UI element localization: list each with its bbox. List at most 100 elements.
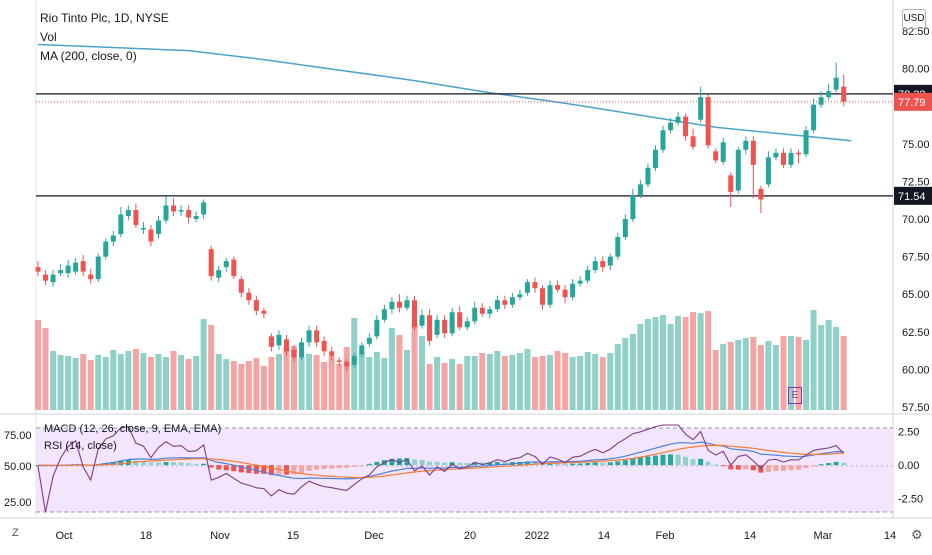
volume-bar	[554, 351, 561, 410]
candle-body	[261, 310, 267, 314]
candle-body	[321, 340, 327, 352]
volume-bar	[268, 357, 275, 410]
volume-bar	[531, 357, 538, 410]
rsi-tick-label: 75.00	[4, 430, 32, 442]
rsi-tick-label: 50.00	[4, 461, 32, 473]
macd-histogram-bar	[306, 465, 312, 471]
time-tick-label: 20	[464, 530, 476, 542]
candle-body	[412, 300, 417, 328]
macd-histogram-bar	[720, 465, 726, 467]
volume-bar	[65, 356, 72, 410]
macd-histogram-bar	[155, 462, 161, 466]
volume-bar	[622, 338, 629, 410]
price-tick-label: 80.00	[902, 64, 930, 76]
currency-badge[interactable]: USD	[902, 9, 926, 29]
macd-histogram-bar	[329, 465, 335, 469]
volume-bar	[652, 317, 659, 410]
volume-bar	[178, 355, 185, 410]
candle-body	[630, 194, 636, 219]
macd-histogram-bar	[299, 465, 305, 473]
macd-histogram-bar	[826, 463, 832, 466]
macd-histogram-bar	[133, 460, 139, 466]
candle-body	[299, 342, 305, 358]
candle-body	[442, 319, 448, 334]
time-tick-label: Feb	[656, 530, 675, 542]
volume-bar	[298, 357, 305, 410]
candle-body	[592, 261, 598, 271]
candle-body	[705, 97, 711, 146]
macd-histogram-bar	[683, 456, 689, 466]
macd-histogram-bar	[193, 463, 199, 466]
volume-bar	[675, 316, 682, 410]
macd-histogram-bar	[494, 462, 500, 466]
candle-body	[509, 297, 515, 305]
candle-body	[148, 229, 154, 242]
candle-body	[246, 292, 252, 301]
macd-histogram-bar	[178, 462, 184, 466]
volume-bar	[682, 317, 689, 410]
volume-bar	[434, 357, 441, 410]
candle-body	[585, 270, 591, 281]
volume-bar	[712, 350, 719, 410]
time-tick-label: 14	[598, 530, 610, 542]
settings-gear-icon[interactable]: ⚙	[911, 527, 923, 542]
candle-body	[223, 261, 229, 268]
volume-bar	[614, 344, 621, 410]
candle-body	[396, 301, 402, 308]
macd-histogram-bar	[268, 465, 274, 476]
macd-histogram-bar	[577, 463, 583, 466]
volume-bar	[275, 354, 282, 410]
candle-body	[494, 300, 500, 310]
candle-body	[404, 300, 410, 308]
candle-body	[238, 279, 244, 293]
volume-bar	[607, 353, 614, 410]
candle-body	[668, 122, 674, 131]
candle-body	[743, 140, 749, 150]
volume-bar	[471, 356, 478, 410]
candle-body	[434, 319, 440, 335]
macd-histogram-bar	[140, 461, 146, 466]
time-tick-label: 14	[744, 530, 756, 542]
macd-histogram-bar	[833, 461, 839, 466]
volume-bar	[193, 356, 200, 410]
macd-histogram-bar	[396, 458, 402, 466]
candle-body	[50, 274, 56, 283]
rsi-tick-label: 25.00	[4, 497, 32, 509]
candle-body	[80, 261, 86, 272]
macd-histogram-bar	[427, 461, 433, 466]
volume-bar	[321, 362, 328, 410]
candle-body	[660, 130, 666, 150]
rsi-legend: RSI (14, close)	[44, 440, 117, 452]
macd-histogram-bar	[788, 465, 794, 471]
candle-body	[95, 256, 101, 280]
macd-histogram-bar	[600, 462, 606, 466]
volume-bar	[742, 338, 749, 410]
candle-body	[291, 349, 297, 358]
price-tick-label: 62.50	[902, 327, 930, 339]
timezone-icon[interactable]: Z	[12, 527, 19, 539]
macd-histogram-bar	[359, 465, 365, 467]
candle-body	[690, 136, 696, 147]
volume-bar	[577, 356, 584, 410]
volume-bar	[569, 357, 576, 410]
volume-bar	[667, 324, 674, 410]
volume-bar	[720, 344, 727, 410]
candle-body	[517, 294, 523, 298]
volume-bar	[456, 364, 463, 410]
volume-bar	[584, 352, 591, 410]
earnings-event-marker[interactable]: E	[788, 387, 802, 404]
volume-bar	[388, 328, 395, 410]
macd-histogram-bar	[585, 463, 591, 466]
candle-body	[201, 202, 207, 215]
volume-bar	[644, 319, 651, 410]
candle-body	[253, 300, 259, 311]
macd-histogram-bar	[404, 458, 410, 466]
volume-bar	[343, 347, 350, 410]
candle-body	[314, 330, 320, 343]
macd-signal-line	[38, 444, 844, 479]
candle-body	[555, 285, 561, 290]
volume-bar	[516, 353, 523, 410]
macd-histogram-bar	[389, 458, 395, 466]
